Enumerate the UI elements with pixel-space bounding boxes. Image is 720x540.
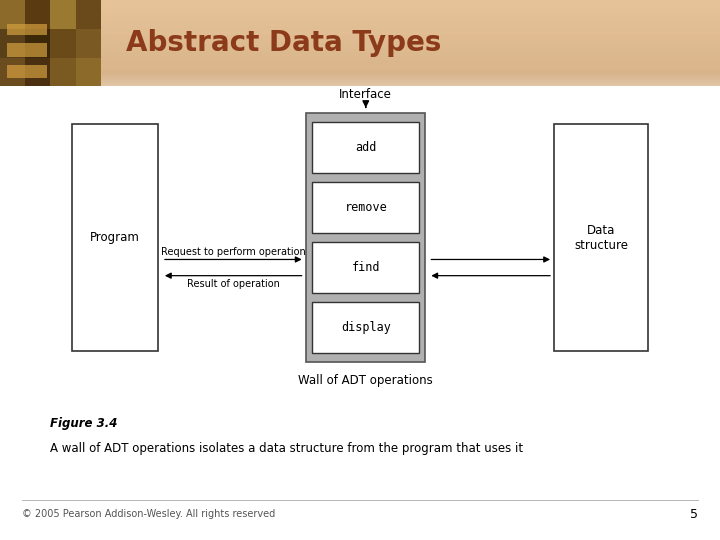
Bar	[0, 56, 720, 60]
Bar	[312, 302, 419, 353]
Text: remove: remove	[344, 201, 387, 214]
Bar	[0, 17, 720, 22]
Bar	[0, 0, 25, 29]
Bar	[0, 43, 720, 48]
Bar	[50, 0, 76, 29]
Bar	[0, 75, 720, 77]
Bar	[306, 113, 425, 362]
Bar	[0, 86, 720, 540]
Bar	[0, 35, 720, 39]
Text: Wall of ADT operations: Wall of ADT operations	[298, 374, 433, 387]
Bar	[0, 73, 720, 78]
Bar	[0, 78, 720, 82]
Text: display: display	[341, 321, 391, 334]
Bar	[0, 85, 720, 86]
Bar	[0, 22, 720, 26]
Bar	[0, 83, 720, 85]
Bar	[0, 82, 720, 83]
Bar	[0, 0, 720, 4]
Text: © 2005 Pearson Addison-Wesley. All rights reserved: © 2005 Pearson Addison-Wesley. All right…	[22, 509, 275, 519]
Bar	[0, 29, 25, 58]
Bar	[76, 0, 101, 29]
Bar	[50, 29, 76, 58]
Bar	[7, 43, 47, 57]
Bar	[0, 52, 720, 56]
Text: Result of operation: Result of operation	[187, 279, 279, 289]
Bar	[0, 80, 720, 82]
Bar	[0, 30, 720, 35]
Bar	[0, 0, 720, 86]
Text: Request to perform operation: Request to perform operation	[161, 247, 306, 258]
Text: Interface: Interface	[339, 88, 392, 101]
Bar	[0, 39, 720, 43]
Text: A wall of ADT operations isolates a data structure from the program that uses it: A wall of ADT operations isolates a data…	[50, 442, 523, 455]
Bar	[0, 26, 720, 30]
Bar	[0, 77, 720, 78]
Text: Program: Program	[90, 231, 140, 244]
Bar	[0, 82, 720, 86]
Bar	[25, 29, 50, 58]
Bar	[7, 65, 47, 78]
Bar	[76, 29, 101, 58]
Bar	[7, 24, 47, 35]
Bar	[0, 13, 720, 17]
Bar	[0, 78, 720, 80]
Bar	[0, 69, 720, 73]
Text: find: find	[351, 261, 380, 274]
Text: add: add	[355, 141, 377, 154]
Text: Data
structure: Data structure	[575, 224, 628, 252]
Bar	[0, 60, 720, 65]
Text: Abstract Data Types: Abstract Data Types	[126, 29, 441, 57]
Bar	[0, 48, 720, 52]
Bar	[0, 73, 720, 75]
Bar	[312, 122, 419, 173]
Bar	[76, 58, 101, 86]
Bar	[554, 124, 648, 351]
Bar	[0, 65, 720, 69]
Text: 5: 5	[690, 508, 698, 521]
Bar	[0, 9, 720, 13]
Bar	[0, 58, 25, 86]
Bar	[0, 4, 720, 9]
Bar	[312, 182, 419, 233]
Bar	[50, 58, 76, 86]
Text: Figure 3.4: Figure 3.4	[50, 417, 118, 430]
Bar	[25, 0, 50, 29]
Bar	[25, 58, 50, 86]
Bar	[312, 242, 419, 293]
Bar	[72, 124, 158, 351]
